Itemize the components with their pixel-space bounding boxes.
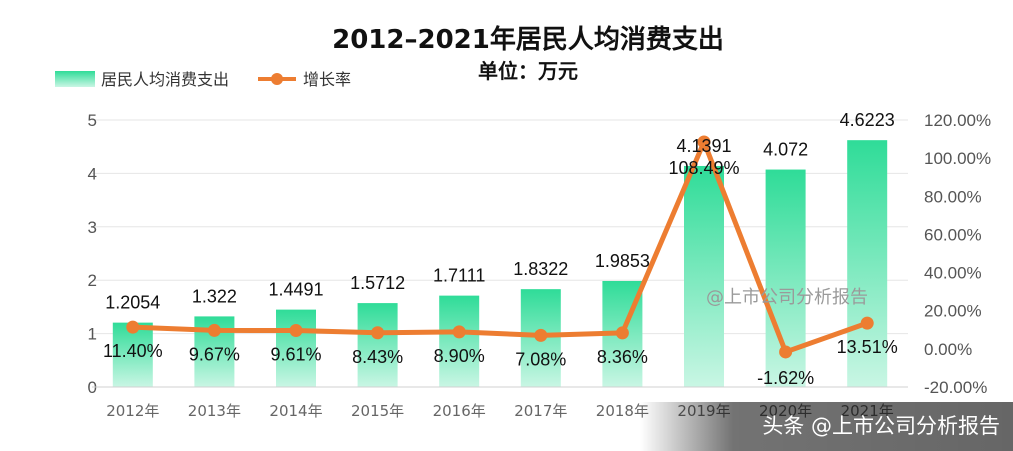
x-axis-tick-label: 2015年 bbox=[351, 402, 404, 420]
left-axis-tick-label: 1 bbox=[88, 325, 97, 344]
line-point bbox=[207, 323, 221, 337]
line-value-label: -1.62% bbox=[757, 368, 814, 388]
line-value-label: 11.40% bbox=[103, 341, 163, 361]
bar bbox=[847, 140, 888, 387]
legend-label-line: 增长率 bbox=[303, 70, 351, 89]
bar bbox=[439, 295, 480, 387]
watermark-inline: @上市公司分析报告 bbox=[706, 287, 868, 308]
bar-value-label: 1.4491 bbox=[268, 280, 323, 300]
bar bbox=[276, 309, 316, 387]
line-value-label: 8.36% bbox=[597, 347, 648, 367]
right-axis-tick-label: 40.00% bbox=[924, 264, 982, 283]
line-point bbox=[371, 326, 385, 340]
x-axis-tick-label: 2016年 bbox=[433, 402, 486, 420]
bar-value-label: 1.8322 bbox=[513, 259, 568, 279]
watermark-banner-text: 头条 @上市公司分析报告 bbox=[762, 414, 1000, 438]
bar-value-label: 1.7111 bbox=[433, 266, 485, 286]
line-point bbox=[779, 345, 793, 359]
legend-swatch-marker bbox=[271, 73, 283, 85]
right-axis-tick-label: 0.00% bbox=[924, 340, 972, 359]
line-point bbox=[615, 326, 629, 340]
x-axis-tick-label: 2017年 bbox=[514, 402, 567, 420]
right-axis-tick-label: -20.00% bbox=[924, 378, 987, 397]
right-axis-tick-label: 20.00% bbox=[924, 302, 982, 321]
line-point bbox=[697, 135, 711, 149]
line-point bbox=[534, 328, 548, 342]
line-series bbox=[126, 135, 874, 359]
watermark-banner: 头条 @上市公司分析报告 bbox=[640, 402, 1013, 451]
x-axis-tick-label: 2012年 bbox=[106, 402, 159, 420]
line-value-label: 9.67% bbox=[189, 344, 240, 364]
right-axis: -20.00% 0.00% 20.00% 40.00% 60.00% 80.00% 100.… bbox=[924, 111, 991, 397]
line-value-label: 9.61% bbox=[270, 345, 321, 365]
left-axis-tick-label: 2 bbox=[88, 271, 97, 290]
bar-value-label: 1.2054 bbox=[105, 293, 160, 313]
legend-swatch-bar bbox=[55, 71, 95, 87]
line-value-label: 8.43% bbox=[352, 347, 403, 367]
bar-value-label: 1.322 bbox=[192, 286, 237, 306]
chart-title: 2012–2021年居民人均消费支出 bbox=[332, 24, 724, 55]
x-axis-tick-label: 2018年 bbox=[596, 402, 649, 420]
line-point bbox=[452, 325, 466, 339]
bar-value-label: 1.5712 bbox=[350, 273, 405, 293]
legend: 居民人均消费支出 增长率 bbox=[55, 70, 351, 89]
x-axis-tick-label: 2014年 bbox=[269, 402, 322, 420]
line-value-label: 13.51% bbox=[837, 337, 898, 357]
legend-label-bar: 居民人均消费支出 bbox=[101, 70, 229, 89]
bar-value-label: 1.9853 bbox=[595, 251, 650, 271]
bar-value-label: 4.6223 bbox=[840, 110, 895, 130]
line-value-label: 7.08% bbox=[515, 349, 566, 369]
right-axis-tick-label: 100.00% bbox=[924, 149, 991, 168]
chart-subtitle: 单位：万元 bbox=[478, 59, 578, 83]
bar bbox=[357, 303, 398, 387]
line-value-label: 108.49% bbox=[668, 158, 739, 178]
left-axis-tick-label: 3 bbox=[88, 218, 97, 237]
line-point bbox=[860, 316, 874, 330]
line-point bbox=[126, 320, 140, 334]
left-axis-tick-label: 5 bbox=[88, 111, 97, 130]
bar bbox=[684, 165, 724, 387]
bar-value-label: 4.1391 bbox=[676, 136, 731, 156]
data-labels: 1.2054 1.322 1.4491 1.5712 1.7111 1.8322 1.985… bbox=[103, 110, 898, 388]
right-axis-tick-label: 80.00% bbox=[924, 187, 982, 206]
x-axis-tick-label: 2013年 bbox=[188, 402, 241, 420]
growth-rate-line bbox=[130, 139, 870, 355]
right-axis-tick-label: 120.00% bbox=[924, 111, 991, 130]
line-point bbox=[289, 324, 303, 338]
right-axis-tick-label: 60.00% bbox=[924, 225, 982, 244]
left-axis-tick-label: 4 bbox=[88, 164, 97, 183]
line-value-label: 8.90% bbox=[434, 346, 485, 366]
bar-value-label: 4.072 bbox=[763, 140, 808, 160]
